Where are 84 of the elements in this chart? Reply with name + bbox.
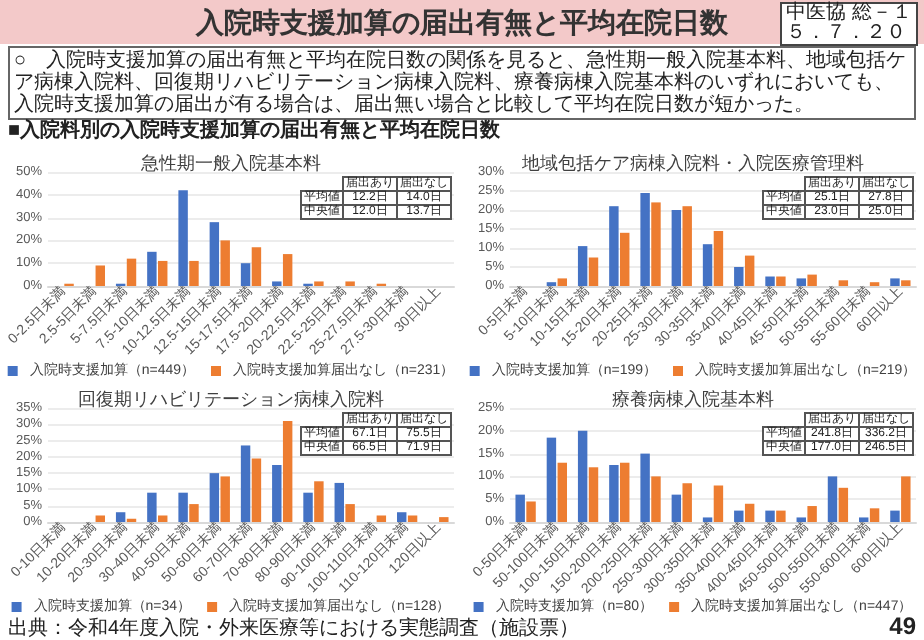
- bar: [713, 485, 724, 522]
- bar: [209, 222, 220, 286]
- bar: [588, 257, 599, 286]
- bar: [189, 504, 199, 522]
- bar: [314, 481, 324, 522]
- bar: [765, 510, 775, 522]
- bar: [640, 453, 650, 522]
- bar: [189, 260, 199, 286]
- bar: [713, 230, 724, 286]
- bar: [220, 240, 230, 286]
- bar: [901, 280, 911, 286]
- bar: [838, 487, 849, 522]
- text: ○ 入院時支援加算の届出有無と平均在院日数の関係を見ると、急性期一般入院基本料、地域包括ケア病棟入院料、回復期リハビリテーション病棟入院料、療養病棟入院基本料のいずれにおいても、入院時支援加算の届出が有る場合は、届出無い場合と比較して平均在院日数が短かった。: [8, 46, 916, 120]
- chart-title: 地域包括ケア病棟入院料・入院医療管理料: [520, 153, 864, 173]
- bar: [220, 476, 230, 522]
- bar: [577, 246, 588, 286]
- bar: [890, 510, 900, 522]
- bar: [303, 492, 313, 522]
- bar: [526, 501, 536, 522]
- bar: [838, 280, 849, 286]
- bar: [272, 465, 282, 522]
- bar: [147, 251, 157, 286]
- bar: [734, 267, 744, 286]
- bar: [651, 202, 661, 286]
- bar: [282, 421, 293, 522]
- bar: [890, 278, 900, 286]
- bar: [178, 492, 188, 522]
- text: 49: [889, 612, 916, 640]
- bar: [651, 476, 661, 522]
- bar: [620, 462, 630, 522]
- text: 中医協 総－１: [786, 2, 912, 24]
- bar: [682, 483, 692, 522]
- bar: [744, 503, 755, 522]
- bar: [807, 274, 817, 286]
- bar: [240, 263, 251, 286]
- text: 入院時支援加算の届出有無と平均在院日数: [196, 6, 728, 38]
- chart-title: 急性期一般入院基本料: [139, 153, 321, 173]
- bar: [796, 278, 806, 286]
- bar: [776, 276, 786, 286]
- bar: [282, 254, 293, 286]
- bar: [334, 482, 344, 522]
- bar: [609, 206, 619, 286]
- bar: [158, 260, 168, 286]
- bar: [765, 276, 775, 286]
- bar: [147, 492, 157, 522]
- bar: [397, 512, 407, 522]
- bar: [251, 247, 262, 286]
- bar: [682, 206, 692, 286]
- bar: [577, 430, 588, 522]
- bar: [546, 437, 557, 522]
- bar: [95, 265, 105, 286]
- bar: [95, 515, 105, 522]
- bar: [251, 458, 262, 522]
- bar: [240, 445, 251, 522]
- bar: [515, 494, 525, 522]
- source-note: 出典：令和4年度入院・外来医療等における実態調査（施設票）: [8, 618, 580, 640]
- text: ■入院料別の入院時支援加算の届出有無と平均在院日数: [8, 120, 501, 142]
- bar: [376, 515, 387, 522]
- bar: [744, 255, 755, 286]
- bar: [640, 192, 650, 286]
- bar: [671, 494, 682, 522]
- bar: [557, 278, 567, 286]
- bar: [609, 465, 619, 522]
- bar: [345, 504, 355, 522]
- text: ５．７．２０: [786, 22, 909, 44]
- bar: [620, 232, 630, 286]
- bar: [126, 258, 137, 286]
- bar: [776, 510, 786, 522]
- bar: [671, 210, 682, 286]
- chart-title: 回復期リハビリテーション病棟入院料: [78, 389, 384, 409]
- chart-title: 療養病棟入院基本料: [612, 389, 774, 409]
- bar: [807, 506, 817, 522]
- bar: [407, 515, 418, 522]
- bar: [115, 512, 126, 522]
- bar: [734, 510, 744, 522]
- bar: [869, 508, 880, 522]
- bar: [158, 515, 168, 522]
- bar: [209, 473, 220, 522]
- bar: [827, 476, 838, 522]
- bar: [178, 190, 188, 286]
- bar: [588, 467, 599, 522]
- bar: [901, 476, 911, 522]
- bar: [557, 462, 567, 522]
- bar: [702, 244, 713, 286]
